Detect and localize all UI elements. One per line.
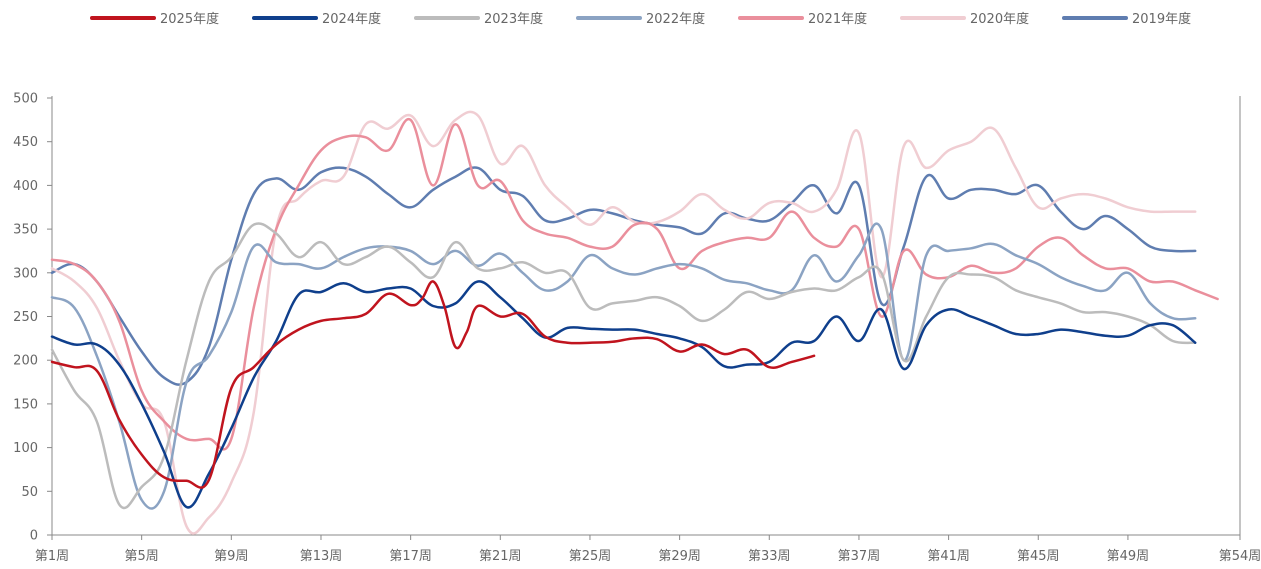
- x-tick-label: 第54周: [1219, 549, 1261, 564]
- series-line-2019年度: [50, 166, 1197, 386]
- x-tick-label: 第33周: [748, 549, 791, 564]
- y-tick-label: 500: [13, 92, 38, 107]
- legend-label: 2025年度: [160, 11, 219, 27]
- series-line-2022年度: [50, 222, 1197, 510]
- y-tick-label: 350: [13, 223, 38, 238]
- legend-label: 2019年度: [1132, 11, 1191, 27]
- series-layer: [50, 110, 1219, 535]
- x-tick-label: 第49周: [1107, 549, 1150, 564]
- legend-label: 2023年度: [484, 11, 543, 27]
- series-line-2024年度: [50, 280, 1197, 509]
- x-tick-label: 第25周: [569, 549, 612, 564]
- series-line-2021年度: [50, 118, 1219, 451]
- x-tick-label: 第17周: [389, 549, 432, 564]
- y-tick-label: 200: [13, 354, 38, 369]
- x-tick-label: 第1周: [35, 549, 69, 564]
- y-tick-label: 450: [13, 135, 38, 150]
- x-tick-label: 第21周: [479, 549, 522, 564]
- x-tick-label: 第9周: [214, 549, 248, 564]
- y-tick-label: 250: [13, 310, 38, 325]
- series-line-2025年度: [50, 280, 816, 489]
- x-tick-label: 第37周: [838, 549, 881, 564]
- y-tick-label: 300: [13, 266, 38, 281]
- y-tick-label: 150: [13, 397, 38, 412]
- axes: 0 50 100 150 200 250 300 350 400 450 500 第1周 第5周 第9周 第…: [13, 92, 1261, 565]
- legend-label: 2024年度: [322, 11, 381, 27]
- y-tick-label: 100: [13, 441, 38, 456]
- legend-label: 2021年度: [808, 11, 867, 27]
- x-tick-label: 第45周: [1017, 549, 1060, 564]
- y-tick-label: 0: [30, 529, 38, 544]
- x-tick-label: 第5周: [125, 549, 159, 564]
- x-tick-label: 第29周: [658, 549, 701, 564]
- x-tick-label: 第41周: [927, 549, 970, 564]
- series-line-2020年度: [50, 110, 1197, 535]
- x-tick-label: 第13周: [300, 549, 343, 564]
- legend: 2025年度 2024年度 2023年度 2022年度 2021年度 2020年度 2019…: [90, 11, 1191, 27]
- legend-label: 2020年度: [970, 11, 1029, 27]
- y-tick-label: 400: [13, 179, 38, 194]
- legend-label: 2022年度: [646, 11, 705, 27]
- series-line-2023年度: [50, 222, 1197, 510]
- y-tick-label: 50: [21, 485, 38, 500]
